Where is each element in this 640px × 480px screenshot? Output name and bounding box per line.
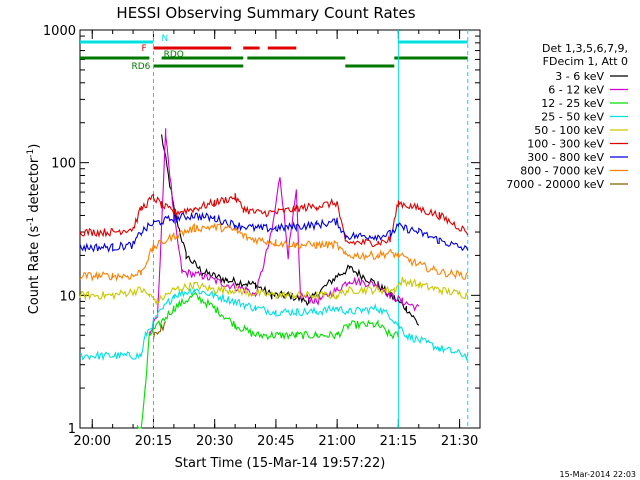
x-axis-label: Start Time (15-Mar-14 19:57:22) xyxy=(175,456,386,471)
x-tick-label: 20:45 xyxy=(257,434,294,449)
y-axis: 1 10 100 1000 xyxy=(43,24,480,437)
flag-label-rdo: RDO xyxy=(164,50,184,60)
legend-entry-label: 800 - 7000 keV xyxy=(520,165,604,178)
y-axis-label-c: ) xyxy=(27,144,42,149)
legend-entry-label: 6 - 12 keV xyxy=(548,84,604,97)
series-line-6-12kev xyxy=(148,128,420,336)
series-line-25-50kev xyxy=(79,287,469,362)
x-tick-label: 21:30 xyxy=(441,434,478,449)
y-axis-label-sup2: -1 xyxy=(26,149,36,158)
series-line-12-25kev xyxy=(136,291,399,429)
y-tick-label: 1000 xyxy=(43,24,76,39)
series-line-300-800kev xyxy=(79,211,469,253)
flag-label-n: N xyxy=(161,34,168,44)
series-line-50-100kev xyxy=(79,276,469,306)
y-tick-label: 10 xyxy=(59,289,76,304)
y-axis-label: Count Rate (s-1 detector-1) xyxy=(26,144,42,315)
x-tick-label: 20:15 xyxy=(135,434,172,449)
plot-frame xyxy=(79,29,481,429)
y-axis-label-sup: -1 xyxy=(26,217,36,226)
series-line-800-7000kev xyxy=(79,222,469,282)
y-tick-label: 100 xyxy=(51,157,76,172)
flag-bars: N F RDO RD6 xyxy=(80,34,468,72)
series-line-100-300kev xyxy=(79,193,469,248)
legend-header-line-1: Det 1,3,5,6,7,9, xyxy=(542,42,628,55)
series-lines xyxy=(79,128,469,429)
y-tick-label: 1 xyxy=(68,422,76,437)
y-axis-label-b: detector xyxy=(27,157,42,217)
series-line-7000-20000kev xyxy=(152,321,167,339)
legend-entry-label: 50 - 100 keV xyxy=(534,124,604,137)
legend-entry-label: 3 - 6 keV xyxy=(555,70,604,83)
x-tick-label: 21:00 xyxy=(318,434,355,449)
x-tick-label: 20:30 xyxy=(196,434,233,449)
night-boundaries xyxy=(152,30,469,428)
plot-frame-group xyxy=(79,29,481,429)
legend-entry-label: 300 - 800 keV xyxy=(527,151,604,164)
legend-entry-label: 7000 - 20000 keV xyxy=(506,178,604,191)
flag-label-rd6: RD6 xyxy=(131,62,150,72)
legend-entry-label: 25 - 50 keV xyxy=(541,111,604,124)
x-tick-label: 20:00 xyxy=(74,434,111,449)
legend-entry-label: 12 - 25 keV xyxy=(541,97,604,110)
x-axis: 20:00 20:15 20:30 20:45 21:00 21:15 21:30 xyxy=(74,30,481,449)
legend-entry-label: 100 - 300 keV xyxy=(527,138,604,151)
legend-header-line-2: FDecim 1, Att 0 xyxy=(543,55,628,68)
y-axis-label-a: Count Rate (s xyxy=(27,226,42,315)
chart-title: HESSI Observing Summary Count Rates xyxy=(116,4,415,22)
x-tick-label: 21:15 xyxy=(380,434,417,449)
legend: Det 1,3,5,6,7,9, FDecim 1, Att 0 3 - 6 k… xyxy=(506,42,628,191)
flag-label-f: F xyxy=(141,44,146,54)
timestamp: 15-Mar-2014 22:03 xyxy=(560,470,637,479)
